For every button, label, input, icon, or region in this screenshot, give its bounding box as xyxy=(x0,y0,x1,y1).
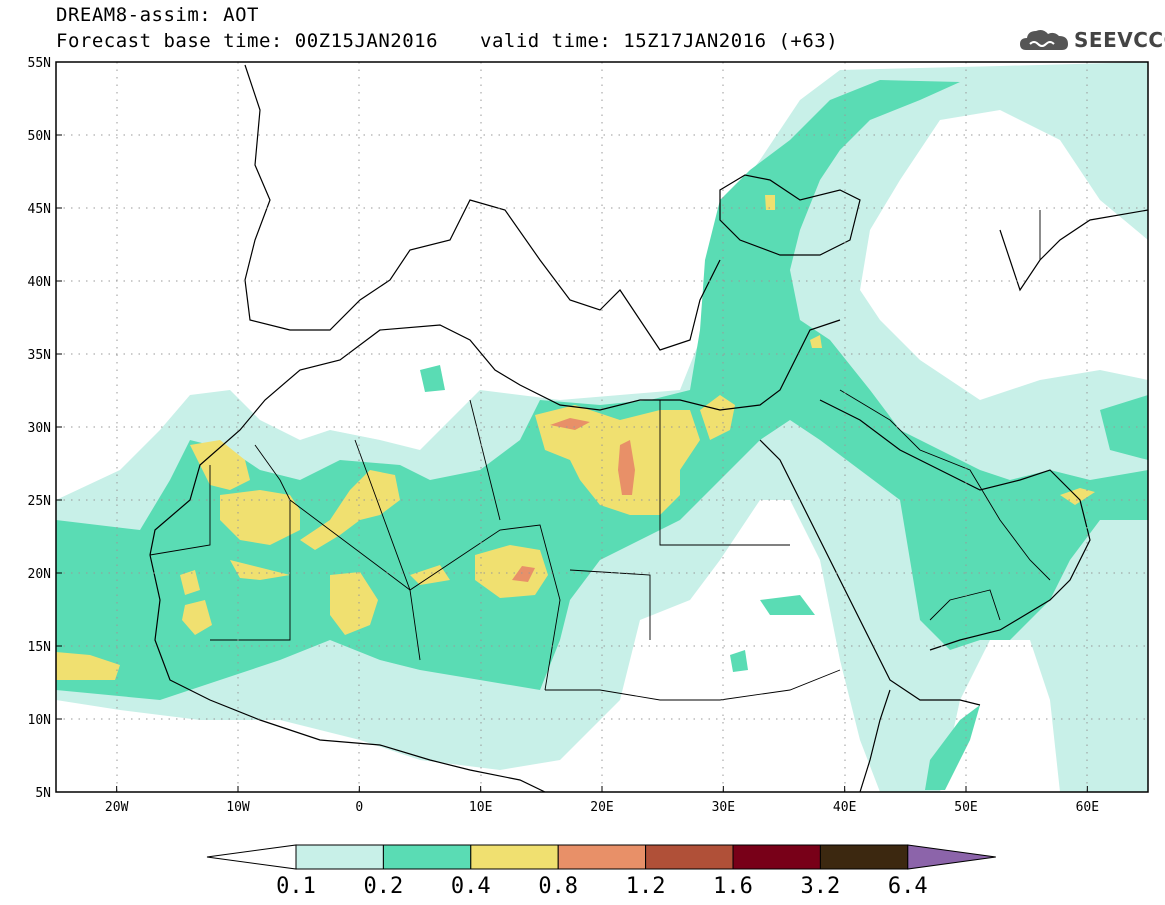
valid-time: valid time: 15Z17JAN2016 (+63) xyxy=(480,30,839,52)
lat-tick-label: 10N xyxy=(28,713,51,728)
coastlines xyxy=(149,64,1148,792)
colorbar-level-label: 1.6 xyxy=(713,874,753,899)
latitude-axis: 55N 50N 45N 40N 35N 30N 25N 20N 15N 10N 5N xyxy=(28,56,62,801)
colorbar-level-label: 0.1 xyxy=(276,874,316,899)
map-title: DREAM8-assim: AOT xyxy=(56,4,259,26)
borders xyxy=(149,210,1051,701)
lat-tick-label: 25N xyxy=(28,494,51,509)
colorbar-level-label: 0.4 xyxy=(451,874,491,899)
lon-tick-label: 30E xyxy=(712,800,735,815)
colorbar-cell xyxy=(382,844,472,870)
colorbar-lower-arrow xyxy=(206,844,297,870)
lat-tick-label: 15N xyxy=(28,640,51,655)
lat-tick-label: 50N xyxy=(28,129,51,144)
lon-tick-label: 40E xyxy=(833,800,856,815)
colorbar-cell xyxy=(470,844,559,870)
lon-tick-label: 10W xyxy=(226,800,250,815)
colorbar-level-label: 1.2 xyxy=(626,874,666,899)
lon-tick-label: 60E xyxy=(1076,800,1099,815)
lon-tick-label: 20E xyxy=(590,800,613,815)
colorbar-level-label: 0.2 xyxy=(364,874,404,899)
colorbar-cell xyxy=(645,844,734,870)
lon-tick-label: 0 xyxy=(355,800,363,815)
colorbar-cell xyxy=(819,844,909,870)
colorbar-level-label: 0.8 xyxy=(538,874,578,899)
lat-tick-label: 55N xyxy=(28,56,51,71)
lat-tick-label: 40N xyxy=(28,275,51,290)
colorbar-upper-arrow xyxy=(907,844,996,870)
aot-contour-fill xyxy=(56,62,1148,792)
colorbar-cell xyxy=(295,844,384,870)
forecast-base-time: Forecast base time: 00Z15JAN2016 xyxy=(56,30,439,52)
lat-tick-label: 20N xyxy=(28,567,51,582)
colorbar-cell xyxy=(732,844,821,870)
seevccc-logo: SEEVCCC xyxy=(1018,26,1165,56)
lat-tick-label: 45N xyxy=(28,202,51,217)
lon-tick-label: 10E xyxy=(469,800,492,815)
lat-tick-label: 35N xyxy=(28,348,51,363)
lon-tick-label: 20W xyxy=(105,800,129,815)
longitude-axis: 20W 10W 0 10E 20E 30E 40E 50E 60E xyxy=(105,786,1099,815)
colorbar-cell xyxy=(557,844,647,870)
lon-tick-label: 50E xyxy=(954,800,977,815)
logo-text: SEEVCCC xyxy=(1074,28,1165,52)
colorbar: 0.1 0.2 0.4 0.8 1.2 1.6 3.2 6.4 xyxy=(206,844,996,899)
graticule xyxy=(56,62,1148,792)
lat-tick-label: 30N xyxy=(28,421,51,436)
colorbar-level-label: 3.2 xyxy=(801,874,841,899)
lat-tick-label: 5N xyxy=(35,786,51,801)
cloud-icon xyxy=(1020,30,1068,50)
colorbar-level-label: 6.4 xyxy=(888,874,928,899)
